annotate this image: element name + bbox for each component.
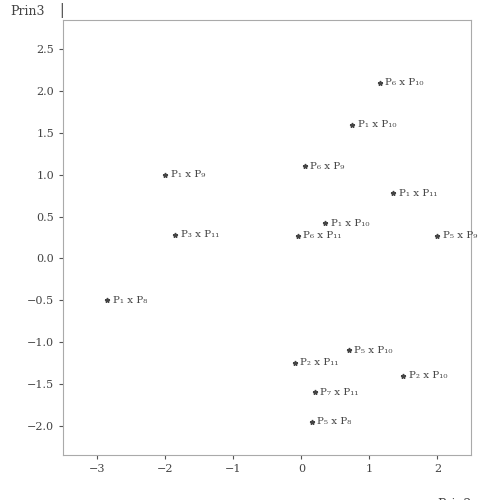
- Text: P₇ x P₁₁: P₇ x P₁₁: [320, 388, 359, 397]
- Text: Prin2: Prin2: [437, 498, 471, 500]
- Text: P₂ x P₁₁: P₂ x P₁₁: [300, 358, 338, 368]
- Text: P₆ x P₉: P₆ x P₉: [310, 162, 345, 171]
- Text: |: |: [59, 3, 64, 18]
- Text: P₁ x P₉: P₁ x P₉: [171, 170, 205, 179]
- Text: Prin3: Prin3: [10, 5, 45, 18]
- Text: P₆ x P₁₁: P₆ x P₁₁: [303, 232, 342, 240]
- Text: P₁ x P₈: P₁ x P₈: [113, 296, 147, 304]
- Text: P₁ x P₁₀: P₁ x P₁₀: [358, 120, 396, 129]
- Text: P₅ x P₈: P₅ x P₈: [317, 417, 351, 426]
- Text: P₅ x P₁₀: P₅ x P₁₀: [354, 346, 393, 355]
- Text: P₆ x P₁₀: P₆ x P₁₀: [385, 78, 423, 87]
- Text: P₅ x P₉: P₅ x P₉: [443, 232, 477, 240]
- Text: P₁ x P₁₁: P₁ x P₁₁: [399, 188, 437, 198]
- Text: P₁ x P₁₀: P₁ x P₁₀: [330, 219, 369, 228]
- Text: P₂ x P₁₀: P₂ x P₁₀: [409, 371, 447, 380]
- Text: P₃ x P₁₁: P₃ x P₁₁: [181, 230, 219, 239]
